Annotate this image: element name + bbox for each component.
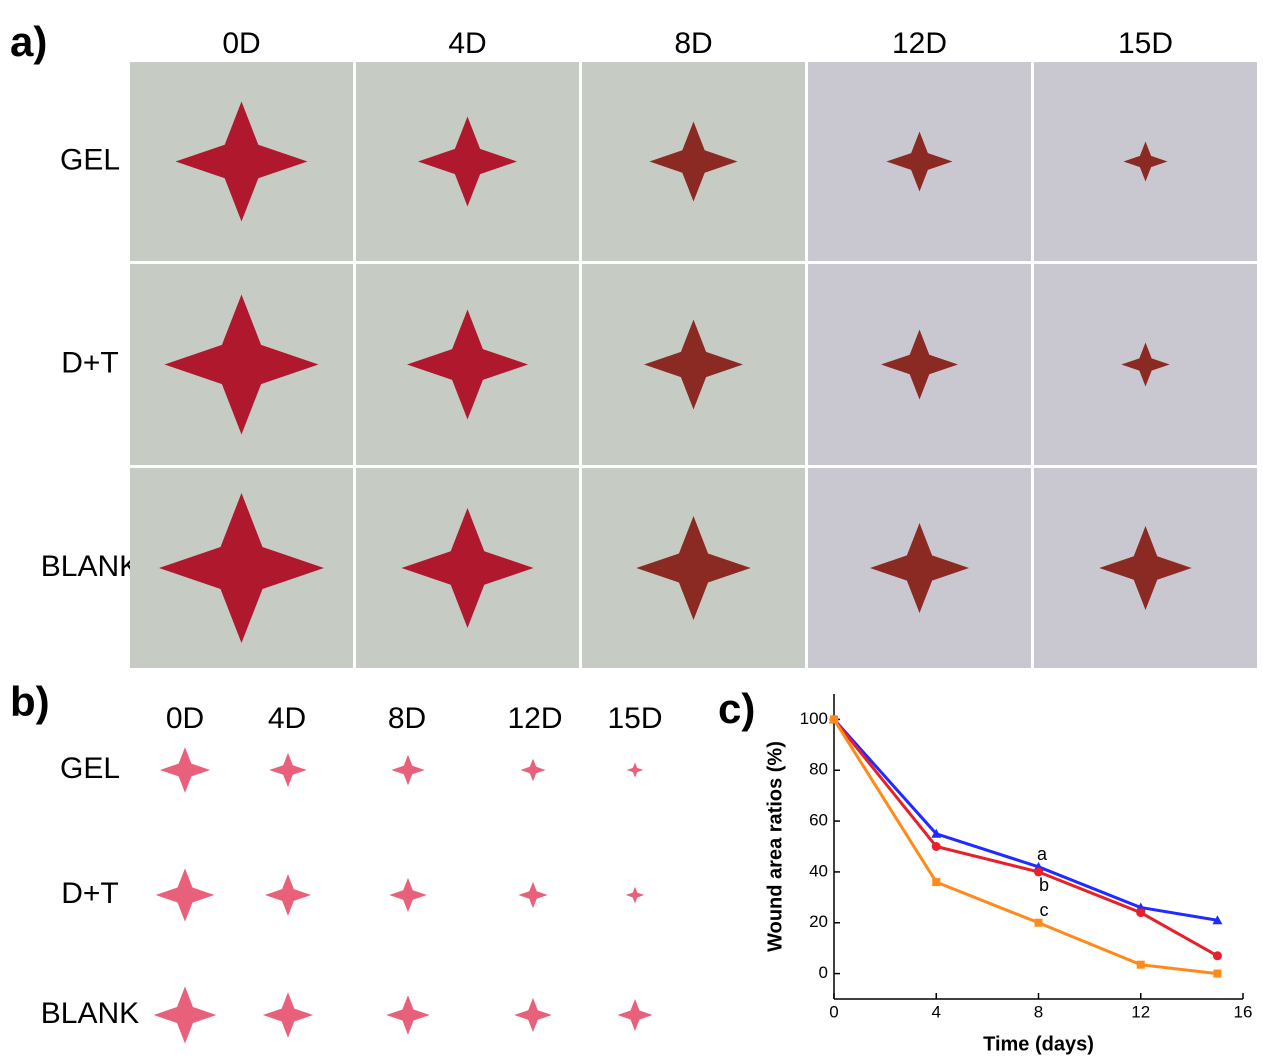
wound <box>886 131 953 192</box>
marker <box>1034 918 1043 927</box>
marker <box>830 715 838 724</box>
marker <box>1136 960 1145 969</box>
wound <box>164 294 319 435</box>
y-tick-label: 60 <box>809 811 828 830</box>
series-line <box>832 718 1218 976</box>
marker <box>932 878 941 887</box>
row-label: D+T <box>61 877 119 910</box>
wound-trace <box>389 877 427 913</box>
y-tick-label: 80 <box>809 760 828 779</box>
x-tick-label: 16 <box>1234 1002 1253 1021</box>
x-tick-label: 4 <box>932 1002 941 1021</box>
wound <box>636 516 751 620</box>
x-tick-label: 0 <box>829 1002 838 1021</box>
wound <box>418 116 517 207</box>
wound <box>1123 141 1168 182</box>
marker <box>1212 915 1223 925</box>
wound <box>175 101 308 222</box>
panel-label: c) <box>718 685 755 732</box>
row-label: BLANK <box>41 997 139 1030</box>
wound <box>159 493 324 643</box>
wound <box>881 329 958 400</box>
wound-trace <box>617 999 653 1031</box>
column-label: 4D <box>448 27 486 60</box>
wound <box>644 319 743 410</box>
wound <box>649 121 738 202</box>
y-tick-label: 0 <box>819 963 828 982</box>
wound-trace <box>265 874 311 916</box>
column-label: 15D <box>1118 27 1173 60</box>
panel-label: a) <box>10 18 47 65</box>
wound-trace <box>262 992 314 1038</box>
wound <box>401 508 534 628</box>
marker <box>1034 867 1043 877</box>
row-label: BLANK <box>41 550 139 583</box>
annotation: b <box>1039 875 1049 895</box>
wound-trace <box>626 762 644 778</box>
wound-trace <box>159 747 211 793</box>
wound <box>870 523 969 613</box>
marker <box>1212 951 1222 961</box>
wound <box>1121 342 1170 387</box>
x-axis-label: Time (days) <box>983 1033 1094 1055</box>
wound-trace <box>514 997 552 1033</box>
marker <box>1136 908 1146 918</box>
column-label: 15D <box>607 702 662 735</box>
y-tick-label: 20 <box>809 912 828 931</box>
y-tick-label: 40 <box>809 861 828 880</box>
series-line <box>832 718 1218 922</box>
x-tick-label: 12 <box>1131 1002 1150 1021</box>
marker <box>931 828 942 838</box>
wound-trace <box>155 868 215 922</box>
wound <box>407 309 528 420</box>
column-label: 12D <box>892 27 947 60</box>
y-axis-label: Wound area ratios (%) <box>764 741 786 952</box>
wound-trace <box>391 754 425 786</box>
wound-trace <box>518 881 548 909</box>
annotation: c <box>1040 900 1049 920</box>
y-tick-label: 100 <box>800 709 828 728</box>
wound-trace <box>520 758 546 782</box>
series-line <box>832 718 1219 958</box>
marker <box>931 842 941 851</box>
row-label: GEL <box>60 143 120 176</box>
wound <box>1099 526 1192 610</box>
column-label: 8D <box>388 702 426 735</box>
column-label: 12D <box>507 702 562 735</box>
wound-trace <box>153 986 217 1044</box>
wound-trace <box>269 752 307 788</box>
x-tick-label: 8 <box>1034 1002 1043 1021</box>
row-label: D+T <box>61 346 119 379</box>
wound-trace <box>625 886 645 904</box>
column-label: 8D <box>674 27 712 60</box>
marker <box>1213 969 1222 978</box>
wound-trace <box>386 995 430 1035</box>
column-label: 0D <box>166 702 204 735</box>
panel-label: b) <box>10 678 50 725</box>
column-label: 4D <box>268 702 306 735</box>
row-label: GEL <box>60 752 120 785</box>
annotation: a <box>1037 844 1048 864</box>
column-label: 0D <box>222 27 260 60</box>
